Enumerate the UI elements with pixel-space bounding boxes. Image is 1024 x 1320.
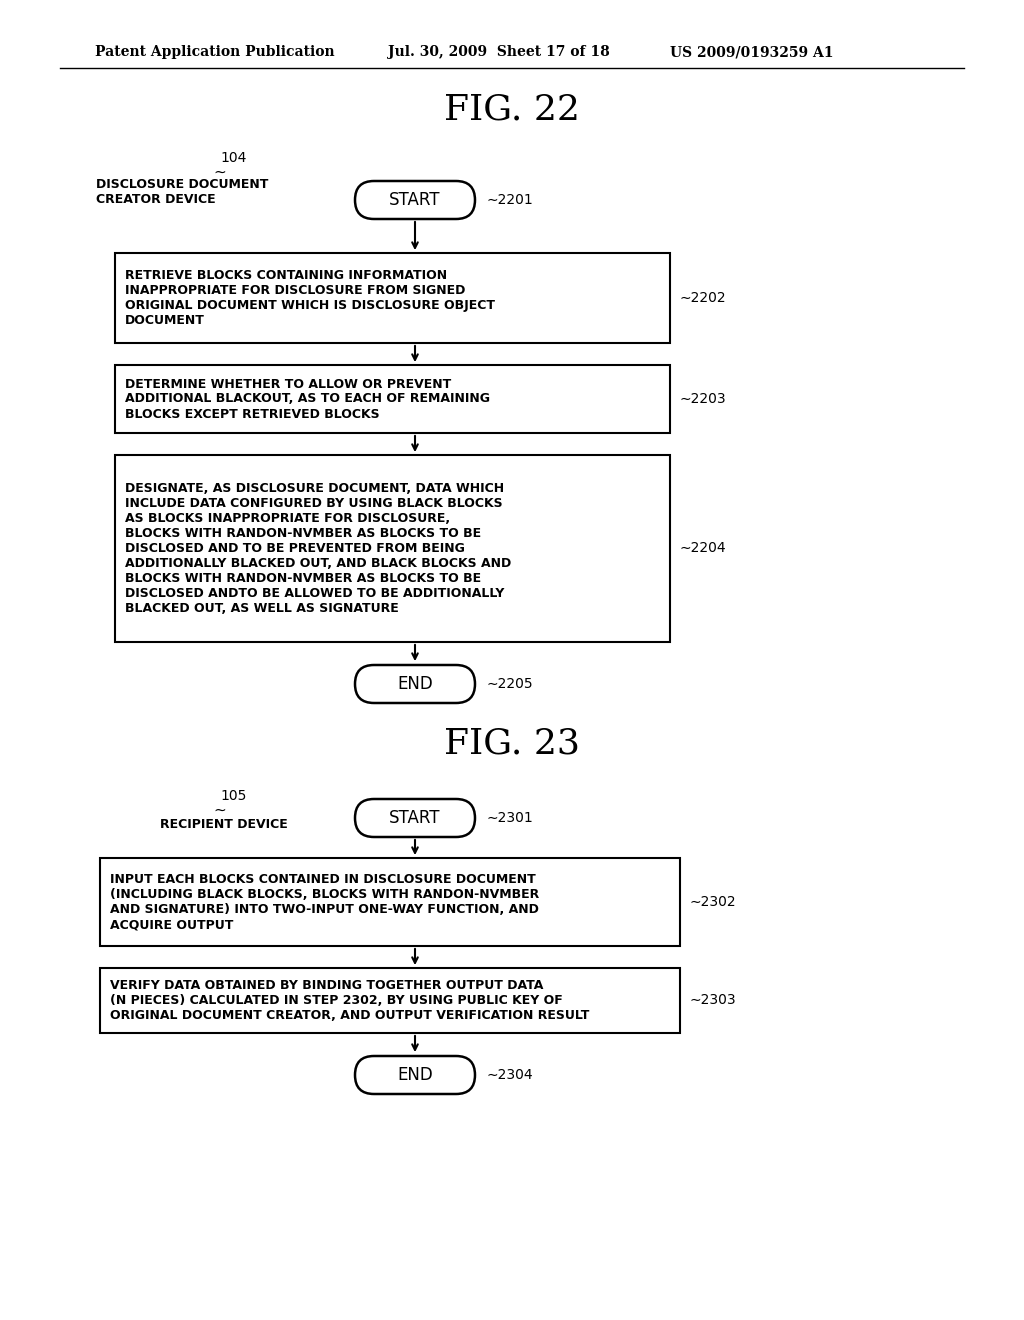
Text: ∼2301: ∼2301 [487, 810, 534, 825]
Text: ∼2204: ∼2204 [680, 541, 727, 556]
Text: 105: 105 [220, 789, 247, 803]
Text: ∼2302: ∼2302 [690, 895, 736, 909]
Text: DETERMINE WHETHER TO ALLOW OR PREVENT
ADDITIONAL BLACKOUT, AS TO EACH OF REMAINI: DETERMINE WHETHER TO ALLOW OR PREVENT AD… [125, 378, 490, 421]
Text: VERIFY DATA OBTAINED BY BINDING TOGETHER OUTPUT DATA
(N PIECES) CALCULATED IN ST: VERIFY DATA OBTAINED BY BINDING TOGETHER… [110, 979, 590, 1022]
Text: ∼2203: ∼2203 [680, 392, 727, 407]
Text: DISCLOSURE DOCUMENT
CREATOR DEVICE: DISCLOSURE DOCUMENT CREATOR DEVICE [96, 178, 268, 206]
Text: RECIPIENT DEVICE: RECIPIENT DEVICE [160, 817, 288, 830]
Text: ∼2303: ∼2303 [690, 994, 736, 1007]
FancyBboxPatch shape [355, 665, 475, 704]
FancyBboxPatch shape [115, 455, 670, 642]
Text: 104: 104 [220, 150, 247, 165]
FancyBboxPatch shape [115, 253, 670, 343]
Text: ∼: ∼ [213, 165, 225, 180]
FancyBboxPatch shape [355, 799, 475, 837]
Text: ∼2201: ∼2201 [487, 193, 534, 207]
FancyBboxPatch shape [355, 1056, 475, 1094]
FancyBboxPatch shape [100, 858, 680, 946]
Text: ∼2202: ∼2202 [680, 290, 727, 305]
Text: FIG. 22: FIG. 22 [444, 92, 580, 127]
Text: FIG. 23: FIG. 23 [444, 727, 580, 762]
Text: END: END [397, 675, 433, 693]
Text: ∼2205: ∼2205 [487, 677, 534, 690]
Text: Jul. 30, 2009  Sheet 17 of 18: Jul. 30, 2009 Sheet 17 of 18 [388, 45, 609, 59]
FancyBboxPatch shape [115, 366, 670, 433]
Text: INPUT EACH BLOCKS CONTAINED IN DISCLOSURE DOCUMENT
(INCLUDING BLACK BLOCKS, BLOC: INPUT EACH BLOCKS CONTAINED IN DISCLOSUR… [110, 873, 540, 931]
Text: US 2009/0193259 A1: US 2009/0193259 A1 [670, 45, 834, 59]
Text: START: START [389, 809, 440, 828]
Text: END: END [397, 1067, 433, 1084]
Text: RETRIEVE BLOCKS CONTAINING INFORMATION
INAPPROPRIATE FOR DISCLOSURE FROM SIGNED
: RETRIEVE BLOCKS CONTAINING INFORMATION I… [125, 269, 495, 327]
FancyBboxPatch shape [100, 968, 680, 1034]
Text: DESIGNATE, AS DISCLOSURE DOCUMENT, DATA WHICH
INCLUDE DATA CONFIGURED BY USING B: DESIGNATE, AS DISCLOSURE DOCUMENT, DATA … [125, 482, 511, 615]
Text: Patent Application Publication: Patent Application Publication [95, 45, 335, 59]
Text: START: START [389, 191, 440, 209]
Text: ∼: ∼ [213, 803, 225, 817]
FancyBboxPatch shape [355, 181, 475, 219]
Text: ∼2304: ∼2304 [487, 1068, 534, 1082]
